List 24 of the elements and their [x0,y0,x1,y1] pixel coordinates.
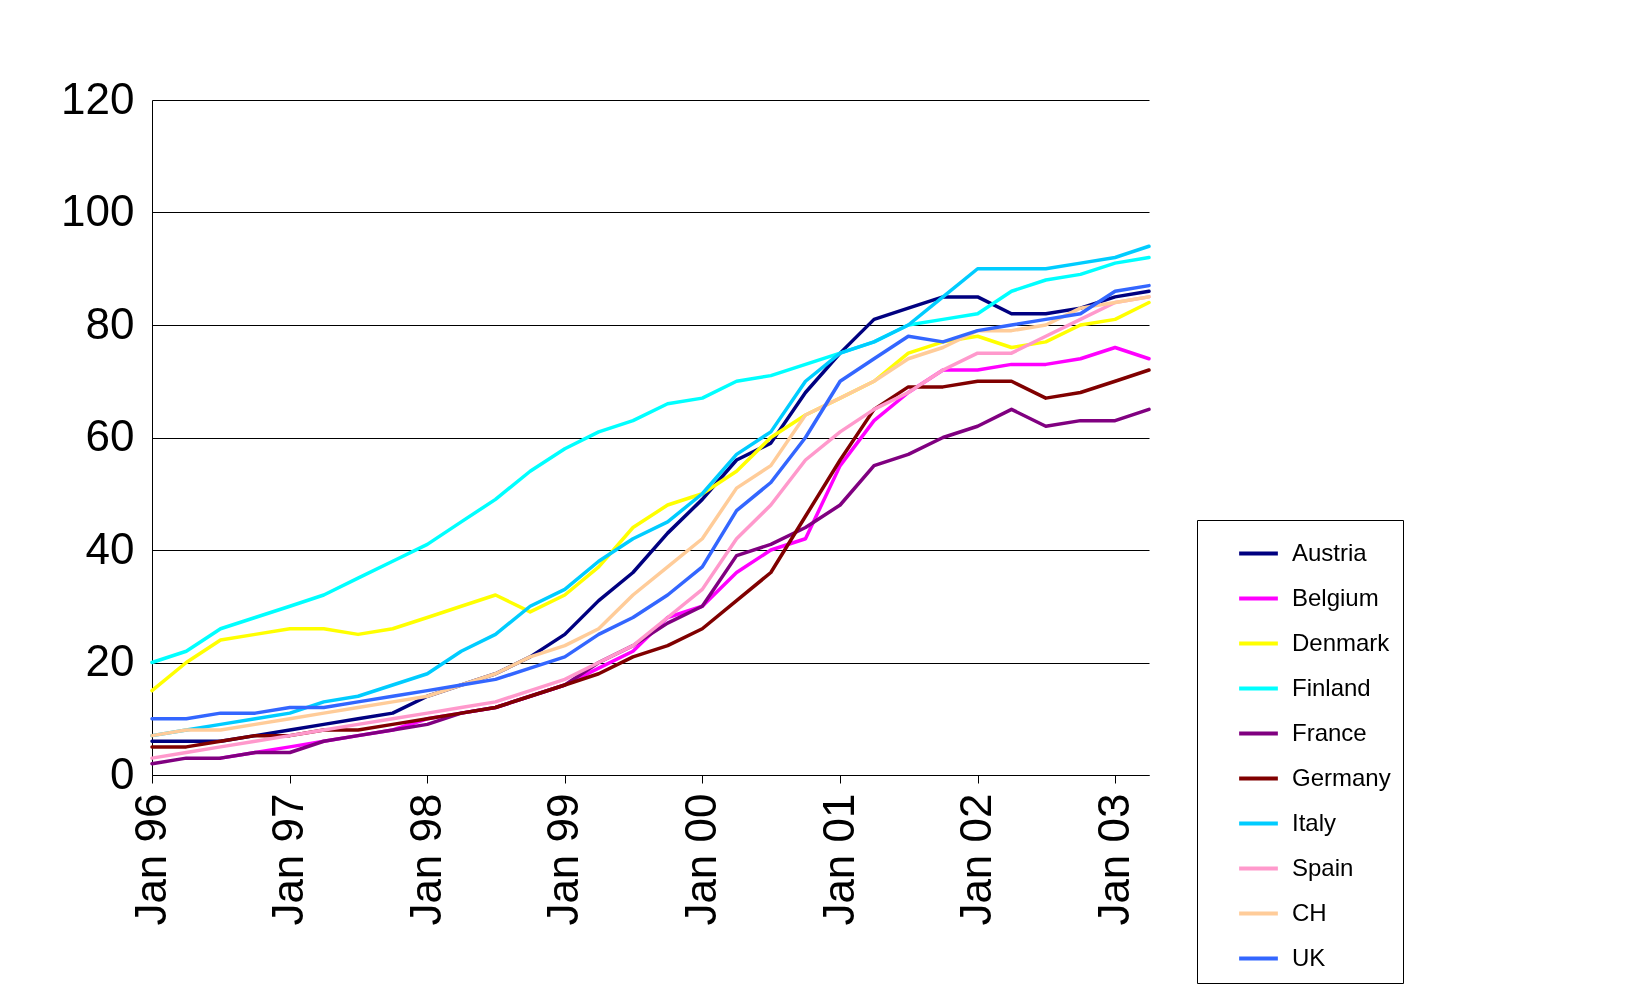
x-tick-label: Jan 97 [263,793,313,926]
y-tick-label: 100 [61,186,135,235]
x-tick-label: Jan 00 [675,793,725,926]
y-tick-label: 40 [85,523,135,573]
x-tick-label: Jan 98 [400,793,450,926]
legend-label: UK [1292,943,1326,971]
line-series [150,255,1151,665]
y-tick-label: 20 [85,636,135,685]
legend-label: CH [1292,898,1327,926]
x-tick-label: Jan 03 [1088,793,1138,926]
y-tick-label: 60 [85,411,135,460]
legend-label: Germany [1292,763,1391,791]
legend-label: Spain [1292,853,1354,881]
legend-label: Italy [1292,808,1337,836]
legend-label: Denmark [1292,628,1391,656]
x-tick-label: Jan 01 [813,793,863,926]
y-tick-label: 80 [85,298,135,348]
legend-label: Finland [1292,673,1371,701]
legend-label: France [1292,718,1367,746]
y-tick-label: 120 [61,73,135,123]
x-tick-label: Jan 02 [951,793,1001,926]
legend-label: Belgium [1292,583,1379,611]
x-tick-label: Jan 99 [538,793,588,926]
legend-label: Austria [1292,538,1368,566]
